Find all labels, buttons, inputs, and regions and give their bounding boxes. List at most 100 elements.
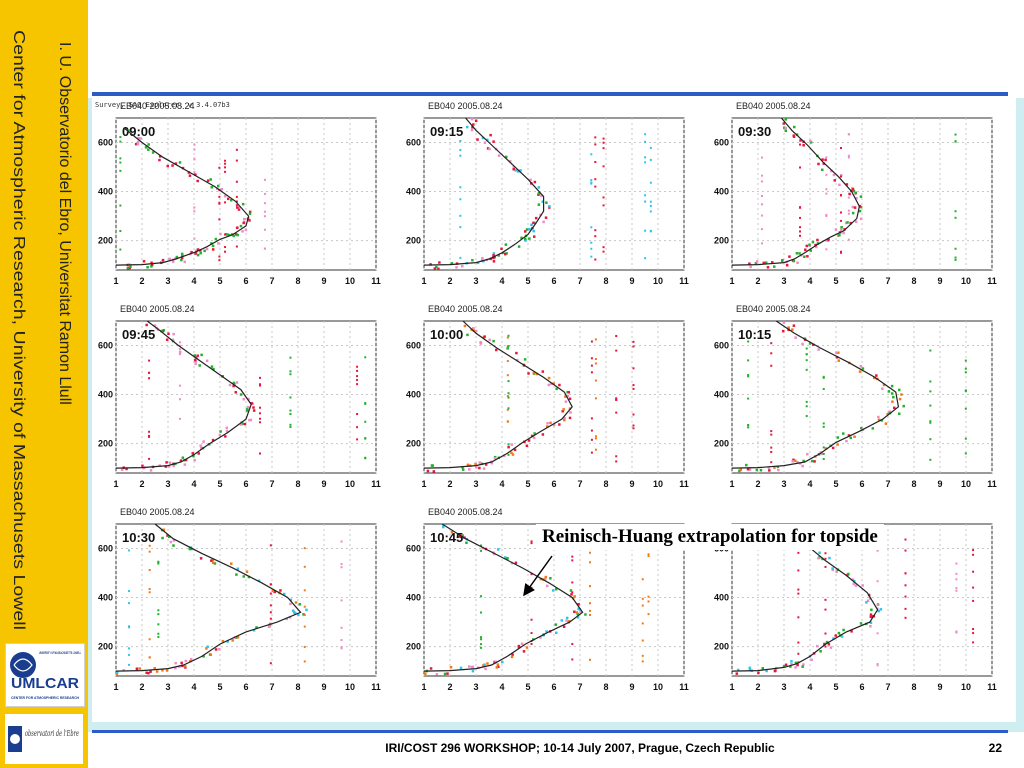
trace-point <box>839 228 843 232</box>
trace-point <box>822 375 825 378</box>
trace-point <box>446 672 449 675</box>
trace-point <box>641 622 644 625</box>
trace-point <box>798 252 801 255</box>
trace-point <box>805 405 808 408</box>
profile-line <box>115 523 302 672</box>
trace-point <box>340 599 343 602</box>
trace-point <box>964 407 967 410</box>
trace-point <box>192 454 195 458</box>
trace-point <box>475 466 478 469</box>
trace-point <box>602 137 605 140</box>
trace-point <box>552 382 556 385</box>
trace-point <box>466 463 470 467</box>
trace-point <box>554 623 558 626</box>
trace-point <box>230 562 233 565</box>
trace-point <box>537 186 541 189</box>
trace-point <box>235 148 238 151</box>
x-tick-label: 11 <box>987 682 997 692</box>
trace-point <box>259 384 262 387</box>
trace-point <box>235 381 239 384</box>
trace-point <box>532 229 535 233</box>
trace-point <box>500 247 503 251</box>
trace-point <box>904 616 907 619</box>
trace-point <box>303 547 306 550</box>
trace-point <box>506 360 509 363</box>
trace-point <box>972 553 975 556</box>
trace-point <box>235 180 238 183</box>
trace-point <box>566 394 570 398</box>
trace-point <box>842 231 845 235</box>
trace-point <box>563 418 566 422</box>
logo-globe-icon <box>10 652 36 678</box>
trace-point <box>573 595 576 598</box>
trace-point <box>902 404 905 408</box>
trace-point <box>571 555 574 558</box>
trace-point <box>178 341 181 344</box>
x-tick-label: 11 <box>679 479 689 489</box>
trace-point <box>853 435 856 438</box>
trace-point <box>148 591 151 594</box>
trace-point <box>649 146 652 149</box>
trace-point <box>169 540 173 544</box>
trace-point <box>524 230 527 233</box>
trace-point <box>162 528 166 531</box>
trace-point <box>589 609 592 612</box>
x-tick-label: 8 <box>295 276 300 286</box>
trace-point <box>459 226 462 229</box>
trace-point <box>145 323 148 327</box>
trace-point <box>641 660 644 663</box>
trace-points <box>748 118 957 269</box>
trace-point <box>219 232 222 236</box>
trace-point <box>850 630 853 633</box>
trace-point <box>799 216 802 219</box>
trace-point <box>782 329 785 333</box>
trace-point <box>506 420 509 423</box>
trace-point <box>853 206 857 209</box>
trace-point <box>523 358 527 361</box>
trace-point <box>794 336 797 339</box>
trace-point <box>904 572 907 575</box>
trace-point <box>229 198 233 202</box>
trace-point <box>838 183 841 187</box>
trace-point <box>364 420 367 423</box>
trace-point <box>217 242 220 245</box>
trace-point <box>212 367 215 371</box>
trace-point <box>847 133 850 136</box>
trace-point <box>847 154 850 157</box>
logo-umlcar-top: UNIVERSITY OF MASSACHUSETTS LOWELL <box>39 650 81 655</box>
trace-point <box>893 406 896 410</box>
trace-point <box>193 157 196 160</box>
trace-point <box>166 164 169 168</box>
trace-point <box>972 632 975 635</box>
trace-point <box>529 178 532 182</box>
trace-point <box>649 181 652 184</box>
trace-point <box>303 660 306 663</box>
trace-point <box>193 171 196 174</box>
trace-point <box>438 261 441 264</box>
trace-point <box>537 203 541 206</box>
trace-point <box>770 342 773 345</box>
y-tick-label: 200 <box>98 236 113 246</box>
trace-point <box>426 469 430 473</box>
x-tick-label: 2 <box>447 682 452 692</box>
trace-point <box>820 452 824 456</box>
trace-point <box>527 439 531 442</box>
trace-point <box>533 432 536 435</box>
trace-point <box>435 673 439 676</box>
trace-point <box>515 351 518 355</box>
trace-point <box>880 419 884 422</box>
trace-point <box>904 595 907 598</box>
trace-point <box>955 630 958 633</box>
trace-point <box>530 632 533 635</box>
trace-point <box>136 142 140 146</box>
x-tick-label: 3 <box>165 276 170 286</box>
trace-point <box>825 248 828 251</box>
trace-point <box>747 424 750 427</box>
trace-point <box>153 324 157 327</box>
trace-point <box>794 459 797 462</box>
trace-point <box>178 353 181 356</box>
trace-point <box>955 578 958 581</box>
trace-point <box>224 246 227 249</box>
trace-point <box>148 656 151 659</box>
trace-point <box>546 422 549 425</box>
